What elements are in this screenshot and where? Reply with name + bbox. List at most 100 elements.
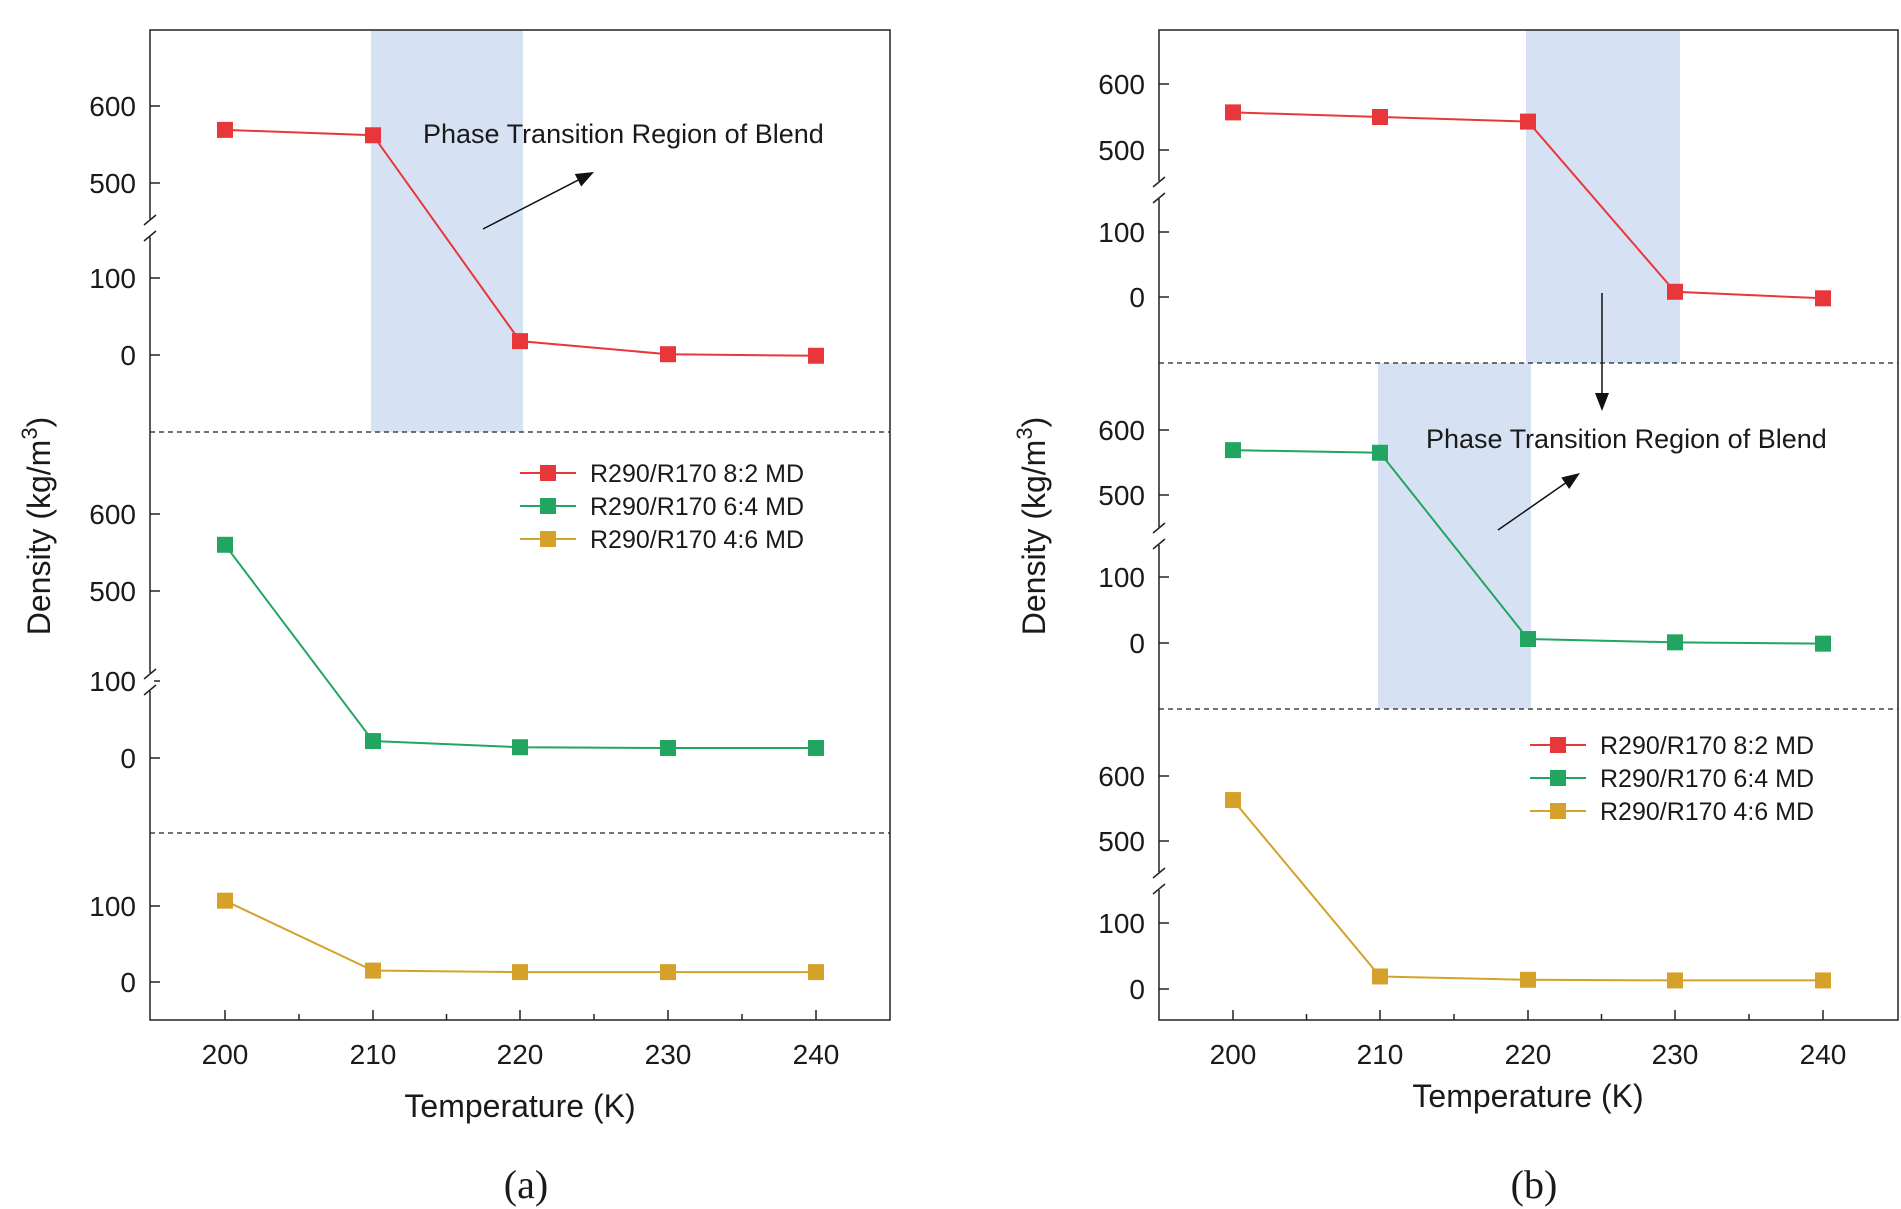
- axis-break-mark: [143, 684, 157, 696]
- x-tick-label: 200: [202, 1039, 249, 1070]
- y-tick-label: 100: [1098, 908, 1145, 939]
- data-point: [660, 346, 676, 363]
- data-point: [1372, 109, 1388, 125]
- series-line: [224, 899, 816, 974]
- y-tick-label: 600: [1098, 69, 1145, 100]
- legend-marker: [1550, 737, 1566, 753]
- y-axis-title-close: ): [21, 417, 57, 428]
- data-point: [1520, 631, 1536, 648]
- y-tick-label: 0: [1129, 282, 1145, 313]
- data-point: [660, 964, 676, 981]
- legend-marker: [1550, 770, 1566, 786]
- x-tick-label: 240: [793, 1039, 840, 1070]
- data-point: [1225, 104, 1241, 121]
- data-point: [512, 739, 528, 756]
- x-axis-title: Temperature (K): [404, 1088, 635, 1124]
- y-tick-label: 0: [1129, 974, 1145, 1005]
- y-tick-label: 100: [89, 891, 136, 922]
- y-tick-label: 500: [1098, 826, 1145, 857]
- y-tick-label: 500: [89, 576, 136, 607]
- data-point: [1815, 635, 1831, 652]
- x-tick-label: 240: [1800, 1039, 1847, 1070]
- y-tick-label: 100: [1098, 562, 1145, 593]
- data-point: [512, 333, 528, 350]
- axis-break-mark: [1152, 522, 1166, 534]
- data-point: [1372, 444, 1388, 461]
- phase-transition-label: Phase Transition Region of Blend: [423, 119, 824, 149]
- x-tick-label: 220: [1505, 1039, 1552, 1070]
- x-axis-title: Temperature (K): [1412, 1078, 1643, 1114]
- panel-caption: (b): [1511, 1162, 1558, 1207]
- data-point: [1667, 283, 1683, 300]
- panel-b: 200 210 220 230 240 600 500 100 0 600 500 100 0 600 50…: [1012, 29, 1899, 1207]
- y-axis-title-superscript: 3: [1012, 427, 1037, 439]
- data-point: [512, 964, 528, 981]
- data-point: [808, 964, 824, 981]
- panel-caption: (a): [504, 1162, 548, 1207]
- axis-break-gap: [146, 673, 154, 691]
- annotation-arrow-head: [1561, 473, 1580, 490]
- data-point: [808, 739, 824, 756]
- x-tick-label: 220: [497, 1039, 544, 1070]
- legend-label: R290/R170 6:4 MD: [1600, 765, 1814, 793]
- y-tick-label: 500: [89, 168, 136, 199]
- axis-break-gap: [1155, 181, 1163, 199]
- phase-transition-band-1: [1378, 363, 1531, 709]
- data-point: [1667, 972, 1683, 989]
- axis-break-mark: [143, 668, 157, 680]
- y-axis-title: Density (kg/m3): [17, 417, 57, 636]
- axis-break-gap: [146, 219, 154, 237]
- y-tick-label: 100: [1098, 217, 1145, 248]
- y-tick-label: 0: [1129, 628, 1145, 659]
- y-tick-label: 0: [120, 743, 136, 774]
- data-point: [1225, 442, 1241, 459]
- y-tick-label: 600: [1098, 761, 1145, 792]
- y-tick-label: 0: [120, 340, 136, 371]
- series-line: [1232, 799, 1823, 982]
- annotation-arrow: [1497, 482, 1566, 531]
- data-point: [1520, 113, 1536, 130]
- legend-marker: [1550, 803, 1566, 819]
- axis-break-mark: [1152, 883, 1166, 895]
- annotation-arrow-head: [574, 172, 594, 187]
- x-tick-label: 230: [1652, 1039, 1699, 1070]
- y-tick-label: 500: [1098, 480, 1145, 511]
- data-point: [660, 739, 676, 756]
- series-line: [224, 544, 816, 749]
- data-point: [808, 347, 824, 364]
- data-point: [1225, 792, 1241, 809]
- legend-marker: [540, 531, 556, 547]
- y-tick-label: 600: [1098, 415, 1145, 446]
- y-tick-label: 100: [89, 263, 136, 294]
- legend-label: R290/R170 8:2 MD: [590, 460, 804, 488]
- axis-break-mark: [1152, 867, 1166, 879]
- data-point: [1667, 634, 1683, 651]
- data-point: [365, 127, 381, 144]
- phase-transition-label: Phase Transition Region of Blend: [1426, 424, 1827, 454]
- annotation-arrow: [482, 179, 579, 230]
- data-point: [217, 536, 233, 553]
- x-tick-label: 210: [350, 1039, 397, 1070]
- data-point: [1520, 971, 1536, 988]
- data-point: [1815, 972, 1831, 989]
- axis-break-mark: [1152, 538, 1166, 550]
- x-tick-label: 210: [1357, 1039, 1404, 1070]
- y-axis-title-close: ): [1016, 417, 1052, 428]
- axis-break-mark: [1152, 176, 1166, 188]
- legend-label: R290/R170 8:2 MD: [1600, 732, 1814, 760]
- y-tick-label: 600: [89, 499, 136, 530]
- x-tick-label: 230: [645, 1039, 692, 1070]
- data-point: [365, 962, 381, 979]
- axis-break-mark: [143, 214, 157, 226]
- y-tick-label: 600: [89, 91, 136, 122]
- y-tick-label: 100: [89, 666, 136, 697]
- legend-label: R290/R170 6:4 MD: [590, 493, 804, 521]
- y-axis-title-main: Density (kg/m: [21, 440, 57, 636]
- axis-break-gap: [1155, 527, 1163, 545]
- annotation-arrow-down-head: [1595, 393, 1609, 411]
- x-tick-label: 200: [1210, 1039, 1257, 1070]
- legend-marker: [540, 465, 556, 481]
- panel-a: 200 210 220 230 240 600 500 100 0 600 500 100 0 100 0 P…: [17, 29, 891, 1207]
- phase-transition-band-0: [1526, 30, 1680, 363]
